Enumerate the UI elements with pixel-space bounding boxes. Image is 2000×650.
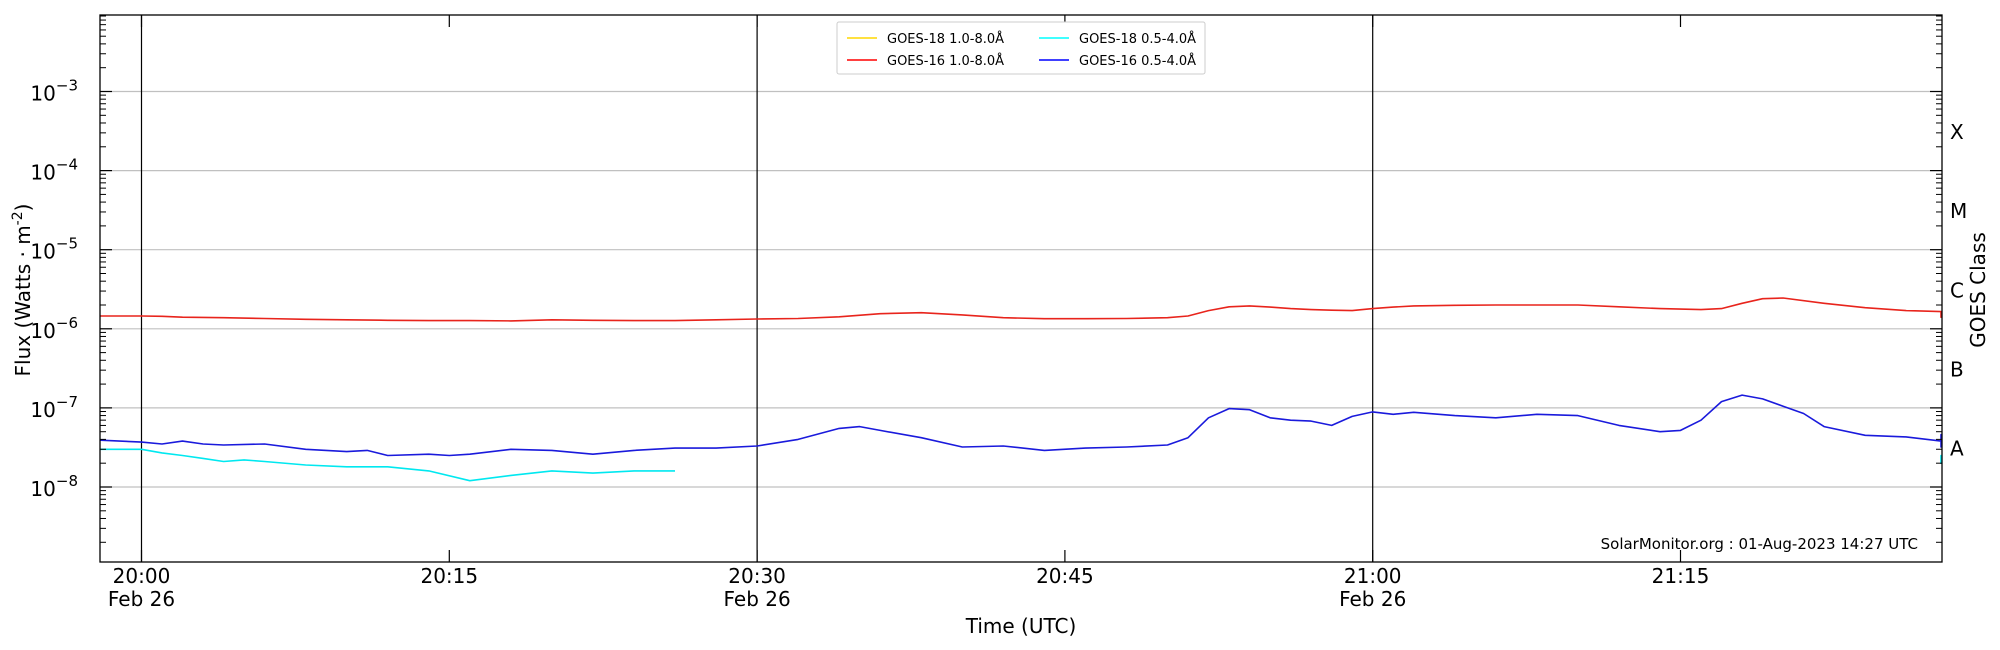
x-tick-date: Feb 26: [108, 587, 175, 611]
y-tick-label: 10−4: [30, 156, 78, 185]
goes-class-a: A: [1950, 436, 1964, 460]
right-axis-title: GOES Class: [1966, 232, 1990, 348]
gridlines: [100, 90, 1942, 488]
data-series: [100, 297, 1942, 482]
y-tick-labels: 10−8 10−7 10−6 10−5 10−4 10−3: [30, 77, 78, 502]
x-tick-time: 20:45: [1036, 564, 1094, 588]
legend-entry: GOES-18 0.5-4.0Å: [1079, 31, 1196, 47]
y-tick-label: 10−7: [30, 393, 78, 422]
series-line-goes-18-0-5-4-0-: [100, 448, 675, 482]
x-tick-time: 21:00: [1344, 564, 1402, 588]
goes-class-x: X: [1950, 120, 1964, 144]
x-tick-date: Feb 26: [1339, 587, 1406, 611]
series-line-goes-16-0-5-4-0-: [100, 394, 1942, 457]
y-tick-label: 10−6: [30, 314, 78, 343]
x-tick-time: 20:15: [420, 564, 478, 588]
x-tick-date: Feb 26: [723, 587, 790, 611]
series-line-goes-16-1-0-8-0-: [100, 297, 1942, 322]
axis-ticks: [100, 15, 1942, 562]
y-tick-label: 10−5: [30, 235, 78, 264]
x-tick-time: 20:30: [728, 564, 786, 588]
legend-entry: GOES-18 1.0-8.0Å: [887, 31, 1004, 47]
plot-frame: [99, 14, 1943, 563]
goes-class-m: M: [1950, 199, 1967, 223]
credit-text: SolarMonitor.org : 01-Aug-2023 14:27 UTC: [1601, 535, 1918, 553]
goes-class-b: B: [1950, 357, 1964, 381]
legend: GOES-18 1.0-8.0Å GOES-18 0.5-4.0Å GOES-16 …: [836, 21, 1206, 75]
y-tick-label: 10−3: [30, 77, 78, 106]
day-time-markers: [140, 15, 1374, 562]
goes-class-c: C: [1950, 278, 1964, 302]
y-tick-label: 10−8: [30, 472, 78, 501]
goes-class-labels: A B C M X: [1950, 120, 1967, 460]
x-tick-time: 20:00: [113, 564, 171, 588]
legend-box: [836, 21, 1206, 75]
x-axis-title: Time (UTC): [965, 614, 1077, 638]
x-tick-time: 21:15: [1652, 564, 1710, 588]
legend-entry: GOES-16 0.5-4.0Å: [1079, 53, 1196, 69]
legend-entry: GOES-16 1.0-8.0Å: [887, 53, 1004, 69]
y-axis-title: Flux (Watts · m-2): [10, 204, 35, 377]
